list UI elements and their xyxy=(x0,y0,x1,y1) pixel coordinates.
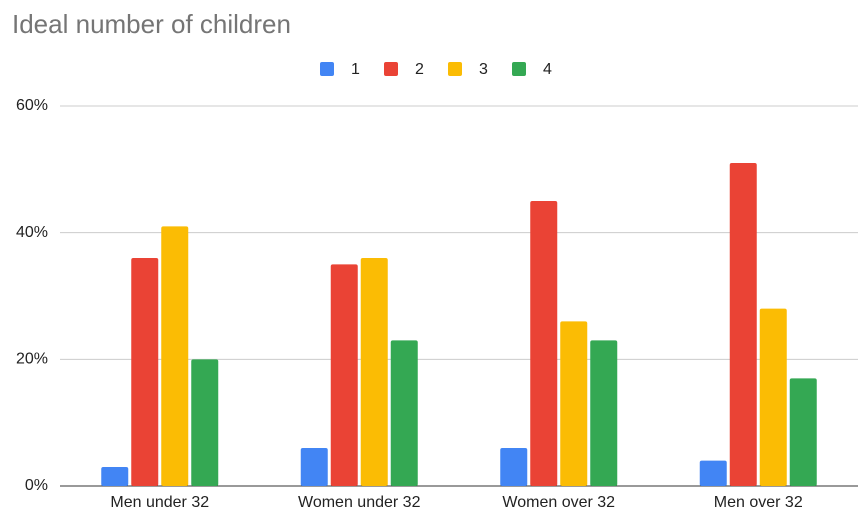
y-tick-label: 0% xyxy=(25,477,48,494)
bar xyxy=(161,226,189,487)
x-tick-label: Men under 32 xyxy=(110,494,209,511)
bar xyxy=(729,163,757,486)
x-tick-label: Women over 32 xyxy=(502,494,615,511)
y-tick-label: 40% xyxy=(16,224,48,241)
legend-label: 2 xyxy=(415,61,424,78)
bar xyxy=(131,258,159,486)
bar xyxy=(360,258,388,486)
bar xyxy=(530,201,558,486)
x-tick-label: Men over 32 xyxy=(714,494,803,511)
bar xyxy=(330,264,358,486)
bar xyxy=(699,460,727,486)
bar xyxy=(191,359,219,486)
bar xyxy=(759,308,787,486)
legend-swatch xyxy=(320,62,334,76)
bar xyxy=(500,448,528,486)
bar xyxy=(789,378,817,486)
bar xyxy=(300,448,328,486)
bar xyxy=(390,340,418,486)
legend-swatch xyxy=(512,62,526,76)
chart-title: Ideal number of children xyxy=(12,9,291,39)
legend-label: 3 xyxy=(479,61,488,78)
bar xyxy=(101,467,129,486)
bar xyxy=(560,321,588,486)
y-tick-label: 20% xyxy=(16,351,48,368)
legend-label: 4 xyxy=(543,61,552,78)
legend-label: 1 xyxy=(351,61,360,78)
legend-swatch xyxy=(448,62,462,76)
x-tick-label: Women under 32 xyxy=(298,494,421,511)
bar xyxy=(590,340,618,486)
legend-swatch xyxy=(384,62,398,76)
y-tick-label: 60% xyxy=(16,97,48,114)
